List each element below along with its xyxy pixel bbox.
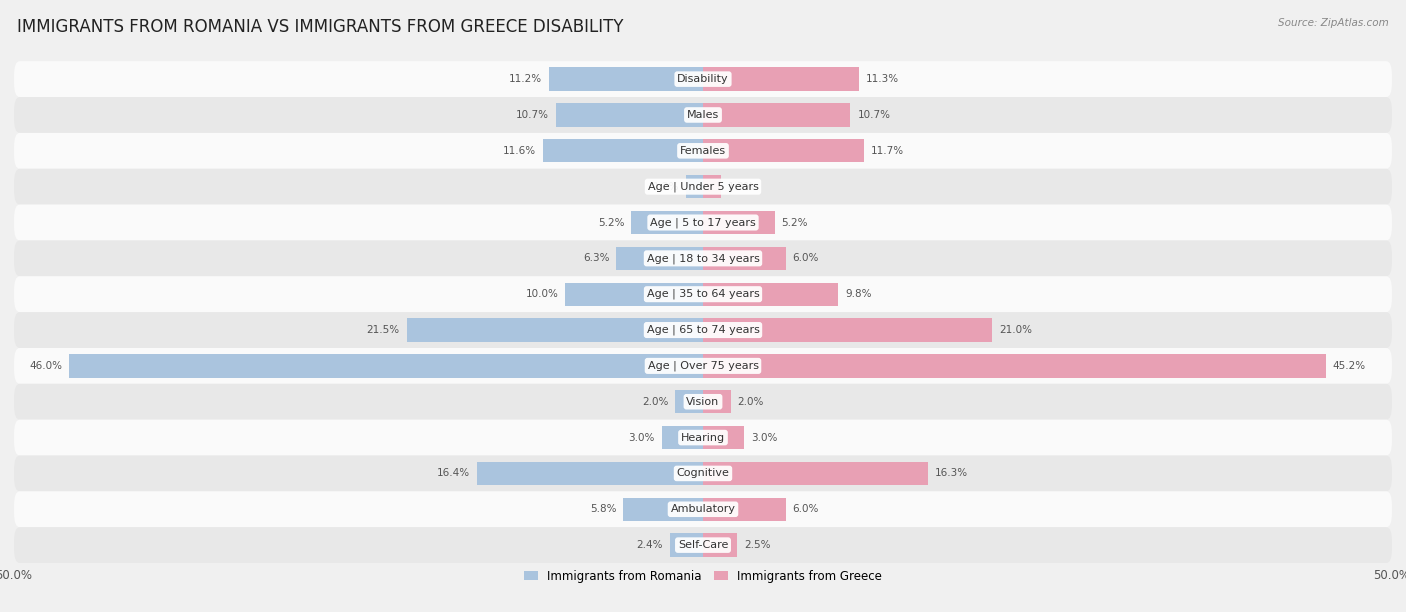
- Text: 11.3%: 11.3%: [866, 74, 898, 84]
- Bar: [703, 462, 928, 485]
- FancyBboxPatch shape: [14, 420, 1392, 455]
- Bar: [686, 175, 703, 198]
- Bar: [543, 139, 703, 162]
- Text: 3.0%: 3.0%: [751, 433, 778, 442]
- Text: 6.3%: 6.3%: [583, 253, 609, 263]
- Text: IMMIGRANTS FROM ROMANIA VS IMMIGRANTS FROM GREECE DISABILITY: IMMIGRANTS FROM ROMANIA VS IMMIGRANTS FR…: [17, 18, 623, 36]
- Text: 6.0%: 6.0%: [793, 253, 818, 263]
- Text: 2.0%: 2.0%: [643, 397, 669, 407]
- Bar: [406, 318, 703, 341]
- Bar: [703, 139, 865, 162]
- Text: Age | 65 to 74 years: Age | 65 to 74 years: [647, 325, 759, 335]
- Text: Age | 5 to 17 years: Age | 5 to 17 years: [650, 217, 756, 228]
- Bar: [669, 534, 703, 557]
- Bar: [548, 67, 703, 91]
- Text: 5.2%: 5.2%: [598, 217, 624, 228]
- Text: 16.3%: 16.3%: [935, 468, 967, 479]
- Text: 45.2%: 45.2%: [1333, 361, 1365, 371]
- Bar: [703, 390, 731, 413]
- FancyBboxPatch shape: [14, 527, 1392, 563]
- Text: Source: ZipAtlas.com: Source: ZipAtlas.com: [1278, 18, 1389, 28]
- Bar: [703, 534, 738, 557]
- Bar: [631, 211, 703, 234]
- Text: Males: Males: [688, 110, 718, 120]
- Bar: [662, 426, 703, 449]
- Text: Age | Over 75 years: Age | Over 75 years: [648, 360, 758, 371]
- Text: 10.7%: 10.7%: [516, 110, 548, 120]
- Text: Ambulatory: Ambulatory: [671, 504, 735, 514]
- Bar: [703, 426, 744, 449]
- Text: Age | 35 to 64 years: Age | 35 to 64 years: [647, 289, 759, 299]
- FancyBboxPatch shape: [14, 133, 1392, 169]
- Bar: [703, 67, 859, 91]
- Bar: [703, 103, 851, 127]
- FancyBboxPatch shape: [14, 455, 1392, 491]
- Text: Females: Females: [681, 146, 725, 156]
- Text: Cognitive: Cognitive: [676, 468, 730, 479]
- Text: 2.5%: 2.5%: [744, 540, 770, 550]
- Text: 5.2%: 5.2%: [782, 217, 808, 228]
- FancyBboxPatch shape: [14, 384, 1392, 420]
- FancyBboxPatch shape: [14, 169, 1392, 204]
- Bar: [623, 498, 703, 521]
- FancyBboxPatch shape: [14, 348, 1392, 384]
- FancyBboxPatch shape: [14, 61, 1392, 97]
- Text: Age | 18 to 34 years: Age | 18 to 34 years: [647, 253, 759, 264]
- Text: 16.4%: 16.4%: [437, 468, 470, 479]
- Text: 46.0%: 46.0%: [30, 361, 62, 371]
- Text: Age | Under 5 years: Age | Under 5 years: [648, 181, 758, 192]
- Bar: [703, 247, 786, 270]
- Bar: [703, 283, 838, 306]
- FancyBboxPatch shape: [14, 204, 1392, 241]
- Text: 11.6%: 11.6%: [503, 146, 536, 156]
- Bar: [703, 211, 775, 234]
- Text: 2.0%: 2.0%: [738, 397, 763, 407]
- Text: 9.8%: 9.8%: [845, 289, 872, 299]
- Text: Vision: Vision: [686, 397, 720, 407]
- Text: 1.3%: 1.3%: [728, 182, 754, 192]
- Bar: [703, 318, 993, 341]
- FancyBboxPatch shape: [14, 97, 1392, 133]
- Bar: [703, 498, 786, 521]
- Text: 10.0%: 10.0%: [526, 289, 558, 299]
- Text: Self-Care: Self-Care: [678, 540, 728, 550]
- FancyBboxPatch shape: [14, 491, 1392, 527]
- Text: 6.0%: 6.0%: [793, 504, 818, 514]
- Bar: [477, 462, 703, 485]
- FancyBboxPatch shape: [14, 241, 1392, 276]
- Legend: Immigrants from Romania, Immigrants from Greece: Immigrants from Romania, Immigrants from…: [519, 565, 887, 588]
- Text: 11.2%: 11.2%: [509, 74, 541, 84]
- Text: Disability: Disability: [678, 74, 728, 84]
- Bar: [555, 103, 703, 127]
- Bar: [616, 247, 703, 270]
- Text: Hearing: Hearing: [681, 433, 725, 442]
- Text: 5.8%: 5.8%: [589, 504, 616, 514]
- Text: 10.7%: 10.7%: [858, 110, 890, 120]
- Bar: [69, 354, 703, 378]
- Text: 2.4%: 2.4%: [637, 540, 664, 550]
- Bar: [703, 175, 721, 198]
- Text: 21.5%: 21.5%: [367, 325, 399, 335]
- Bar: [703, 354, 1326, 378]
- Text: 21.0%: 21.0%: [1000, 325, 1032, 335]
- Bar: [565, 283, 703, 306]
- Text: 3.0%: 3.0%: [628, 433, 655, 442]
- Text: 1.2%: 1.2%: [652, 182, 679, 192]
- Text: 11.7%: 11.7%: [872, 146, 904, 156]
- FancyBboxPatch shape: [14, 312, 1392, 348]
- Bar: [675, 390, 703, 413]
- FancyBboxPatch shape: [14, 276, 1392, 312]
